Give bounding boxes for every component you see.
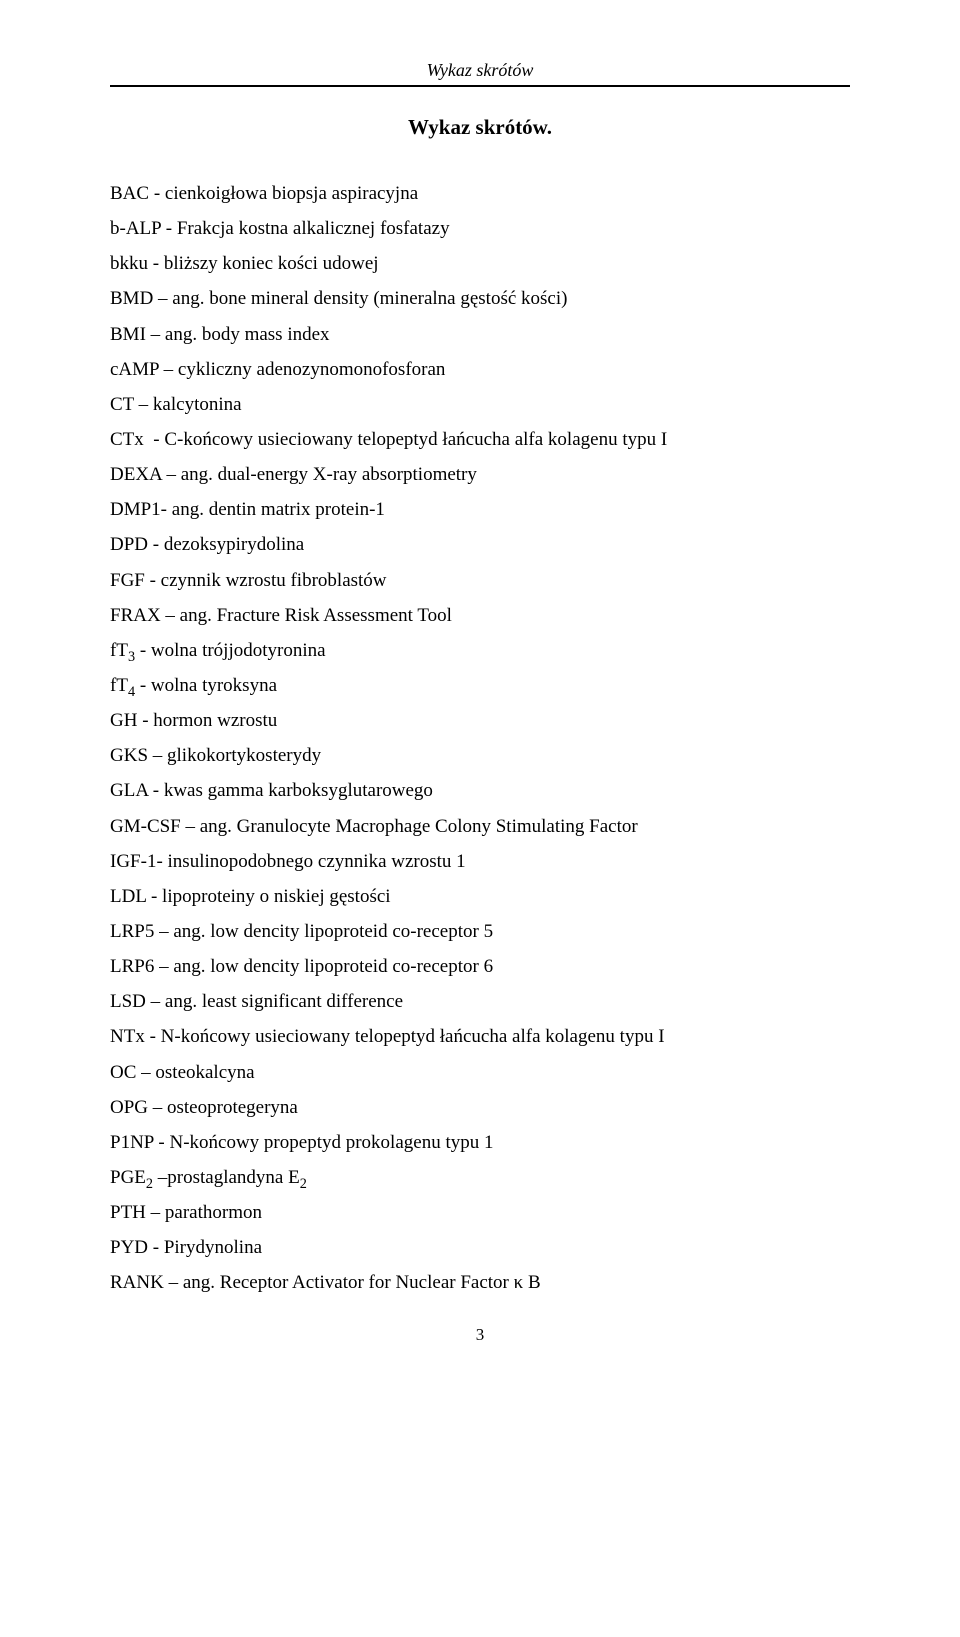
list-item: GH - hormon wzrostu	[110, 703, 850, 738]
list-item: CTx - C-końcowy usieciowany telopeptyd ł…	[110, 422, 850, 457]
list-item: DMP1- ang. dentin matrix protein-1	[110, 492, 850, 527]
list-item: cAMP – cykliczny adenozynomonofosforan	[110, 352, 850, 387]
list-item: PYD - Pirydynolina	[110, 1230, 850, 1265]
abbreviation-list: BAC - cienkoigłowa biopsja aspiracyjna b…	[110, 176, 850, 1301]
list-item: PTH – parathormon	[110, 1195, 850, 1230]
list-item: LRP5 – ang. low dencity lipoproteid co-r…	[110, 914, 850, 949]
list-item: DPD - dezoksypirydolina	[110, 527, 850, 562]
list-item: LDL - lipoproteiny o niskiej gęstości	[110, 879, 850, 914]
list-item: GM-CSF – ang. Granulocyte Macrophage Col…	[110, 809, 850, 844]
list-item: fT3 - wolna trójjodotyronina	[110, 633, 850, 668]
list-item: IGF-1- insulinopodobnego czynnika wzrost…	[110, 844, 850, 879]
list-item: FGF - czynnik wzrostu fibroblastów	[110, 563, 850, 598]
list-item: BAC - cienkoigłowa biopsja aspiracyjna	[110, 176, 850, 211]
running-head: Wykaz skrótów	[110, 60, 850, 81]
list-item: P1NP - N-końcowy propeptyd prokolagenu t…	[110, 1125, 850, 1160]
list-item: FRAX – ang. Fracture Risk Assessment Too…	[110, 598, 850, 633]
list-item: RANK – ang. Receptor Activator for Nucle…	[110, 1265, 850, 1300]
list-item: CT – kalcytonina	[110, 387, 850, 422]
list-item: BMI – ang. body mass index	[110, 317, 850, 352]
list-item: GLA - kwas gamma karboksyglutarowego	[110, 773, 850, 808]
list-item: LSD – ang. least significant difference	[110, 984, 850, 1019]
page: Wykaz skrótów Wykaz skrótów. BAC - cienk…	[0, 0, 960, 1385]
list-item: fT4 - wolna tyroksyna	[110, 668, 850, 703]
list-item: BMD – ang. bone mineral density (mineral…	[110, 281, 850, 316]
list-item: GKS – glikokortykosterydy	[110, 738, 850, 773]
list-item: OPG – osteoprotegeryna	[110, 1090, 850, 1125]
list-item: DEXA – ang. dual-energy X-ray absorptiom…	[110, 457, 850, 492]
list-item: OC – osteokalcyna	[110, 1055, 850, 1090]
list-item: NTx - N-końcowy usieciowany telopeptyd ł…	[110, 1019, 850, 1054]
list-item: b-ALP - Frakcja kostna alkalicznej fosfa…	[110, 211, 850, 246]
header-rule	[110, 85, 850, 87]
list-item: LRP6 – ang. low dencity lipoproteid co-r…	[110, 949, 850, 984]
list-item: PGE2 –prostaglandyna E2	[110, 1160, 850, 1195]
page-title: Wykaz skrótów.	[110, 115, 850, 140]
list-item: bkku - bliższy koniec kości udowej	[110, 246, 850, 281]
page-number: 3	[110, 1325, 850, 1345]
